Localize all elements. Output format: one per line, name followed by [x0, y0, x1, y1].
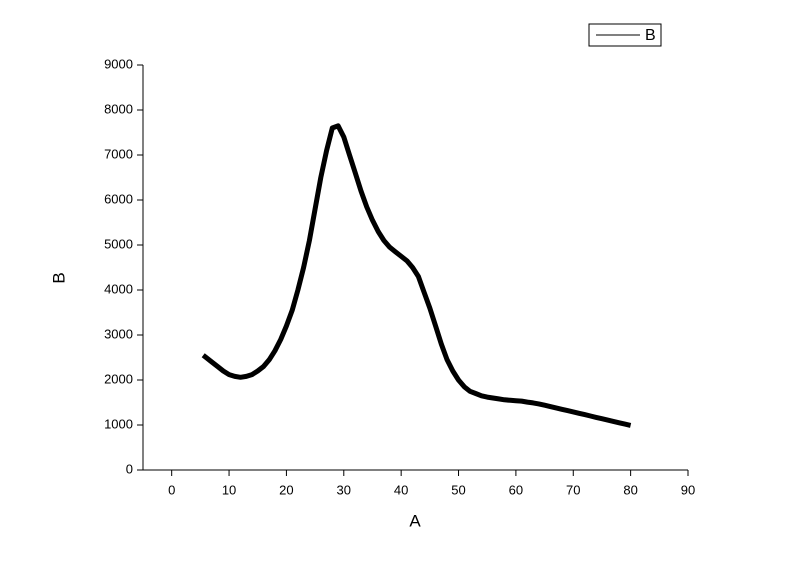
y-tick-label: 7000	[104, 146, 133, 161]
x-tick-label: 50	[451, 482, 465, 497]
x-tick-label: 60	[509, 482, 523, 497]
y-tick-label: 5000	[104, 236, 133, 251]
y-tick-label: 8000	[104, 101, 133, 116]
x-tick-label: 80	[623, 482, 637, 497]
y-tick-label: 3000	[104, 326, 133, 341]
y-tick-label: 6000	[104, 191, 133, 206]
x-axis-label: A	[409, 511, 421, 530]
y-tick-label: 9000	[104, 56, 133, 71]
x-tick-label: 70	[566, 482, 580, 497]
y-tick-label: 1000	[104, 416, 133, 431]
x-tick-label: 20	[279, 482, 293, 497]
x-tick-label: 40	[394, 482, 408, 497]
y-tick-label: 4000	[104, 281, 133, 296]
x-tick-label: 10	[222, 482, 236, 497]
y-tick-label: 0	[126, 461, 133, 476]
x-tick-label: 90	[681, 482, 695, 497]
legend-label: B	[645, 27, 656, 44]
y-axis-label: B	[49, 272, 68, 283]
x-tick-label: 30	[337, 482, 351, 497]
y-tick-label: 2000	[104, 371, 133, 386]
x-tick-label: 0	[168, 482, 175, 497]
data-line	[201, 123, 632, 428]
